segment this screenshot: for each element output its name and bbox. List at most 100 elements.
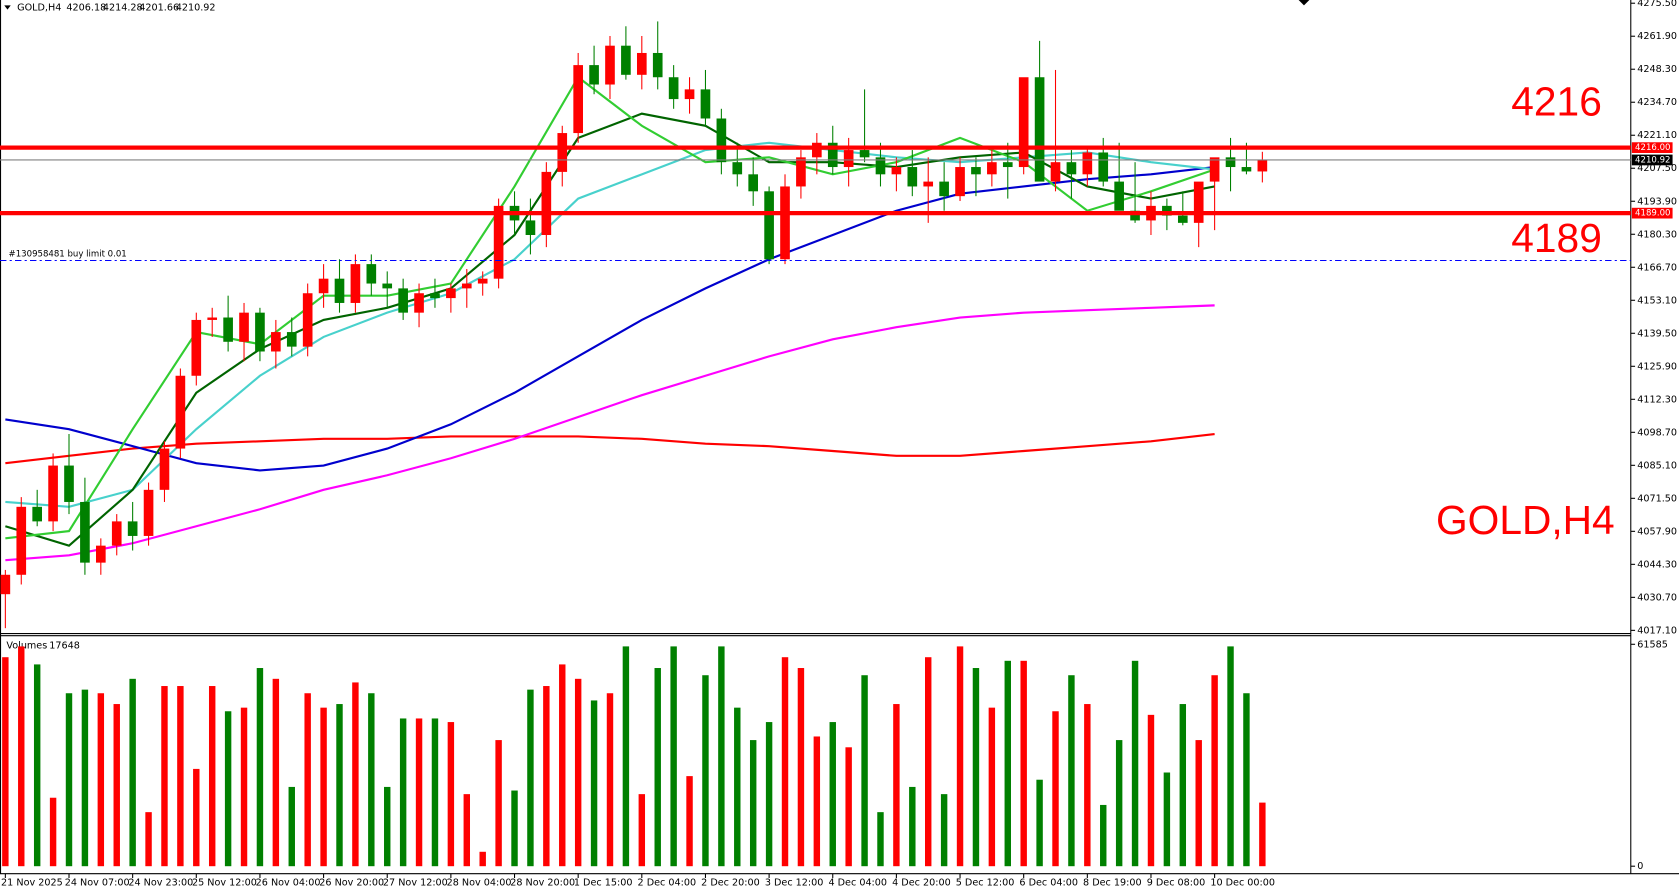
candle-body: [286, 332, 297, 347]
volume-bar: [113, 704, 120, 867]
candle-body: [525, 220, 536, 235]
x-tick-label: 4 Dec 20:00: [892, 877, 951, 888]
candle-body: [430, 293, 440, 299]
y-tick-label: 4030.70: [1637, 592, 1677, 603]
volume-bar: [288, 786, 295, 867]
volume-bar: [304, 693, 311, 867]
candle-body: [1209, 157, 1220, 182]
volume-bar: [431, 718, 439, 867]
candle-body: [684, 89, 695, 100]
x-tick-label: 6 Dec 04:00: [1019, 877, 1078, 888]
candle-body: [716, 118, 727, 163]
volume-bar: [1100, 804, 1107, 867]
candle-body: [271, 332, 281, 352]
y-tick-label: 4180.30: [1637, 229, 1677, 240]
volume-bar: [1195, 740, 1202, 867]
price-box: [1631, 154, 1673, 166]
volume-bar: [1131, 660, 1139, 867]
volume-bar: [177, 686, 184, 867]
candle-body: [318, 278, 329, 294]
x-tick-label: 8 Dec 19:00: [1083, 877, 1142, 888]
volume-bar: [845, 747, 852, 867]
candle-body: [96, 545, 106, 563]
volume-bar: [447, 722, 455, 867]
candle-body: [350, 264, 361, 303]
volume-bar: [988, 707, 996, 867]
moving-average: [5, 112, 1215, 547]
candle-body: [477, 278, 488, 284]
candle-body: [812, 142, 822, 158]
candle-body: [1082, 152, 1093, 175]
moving-average: [5, 304, 1215, 562]
volume-title: Volumes: [6, 640, 47, 651]
candle-body: [159, 448, 170, 490]
candle-body: [827, 142, 838, 168]
candle-body: [1241, 167, 1252, 172]
volume-bar: [193, 768, 200, 867]
candle-body: [1002, 162, 1013, 168]
candle-body: [764, 191, 774, 260]
candle-body: [48, 465, 58, 522]
candle-body: [223, 317, 233, 342]
candle-body: [1066, 162, 1077, 175]
volume-bar: [909, 786, 916, 867]
volume-bar: [1068, 675, 1075, 867]
volume-bar: [1211, 675, 1218, 867]
y-tick-label: 4071.50: [1637, 493, 1677, 504]
volume-bar: [1259, 802, 1266, 867]
volume-bar: [384, 786, 391, 867]
moving-average: [5, 432, 1215, 465]
level-annotation: 4189: [1511, 215, 1602, 261]
y-tick-label: 4017.10: [1637, 625, 1677, 636]
x-tick-label: 27 Nov 12:00: [383, 877, 448, 888]
candle-body: [111, 521, 122, 546]
volume-bar: [1004, 660, 1011, 867]
volume-bar: [479, 851, 486, 867]
candle-body: [700, 89, 711, 119]
candle-body: [461, 283, 472, 289]
volume-bar: [161, 686, 168, 867]
x-tick-label: 10 Dec 00:00: [1210, 877, 1275, 888]
candle-body: [1162, 205, 1172, 216]
candle-body: [748, 174, 759, 192]
volume-bar: [368, 693, 375, 867]
volume-bar: [33, 664, 41, 867]
menu-triangle[interactable]: [4, 5, 11, 10]
volume-bar: [559, 664, 566, 867]
candle-body: [1098, 152, 1109, 182]
volume-bar: [654, 668, 661, 867]
y-tick-label: 4139.50: [1637, 328, 1677, 339]
candle-body: [1050, 162, 1061, 182]
x-tick-label: 28 Nov 04:00: [447, 877, 512, 888]
volume-bar: [272, 678, 280, 867]
y-tick-label: 4221.10: [1637, 130, 1677, 141]
volume-bar: [1020, 660, 1027, 867]
volume-bar: [352, 682, 359, 867]
volume-bar: [49, 797, 57, 867]
volume-bar: [622, 646, 630, 867]
x-tick-label: 25 Nov 12:00: [192, 877, 257, 888]
candle-body: [923, 181, 934, 187]
volume-bar: [877, 812, 884, 867]
candle-body: [191, 319, 202, 376]
volume-bar: [97, 693, 105, 867]
candle-body: [64, 465, 74, 502]
y-tick-label: 4044.30: [1637, 559, 1677, 570]
candle-body: [239, 312, 249, 342]
volume-bar: [1147, 714, 1155, 867]
volume-bar: [749, 740, 757, 867]
ohlc-open: 4206.18: [66, 3, 106, 14]
volume-bar: [813, 736, 821, 867]
candle-body: [382, 283, 393, 289]
candle-body: [541, 171, 552, 235]
volume-bar: [590, 700, 598, 867]
candle-body: [255, 312, 265, 352]
x-tick-label: 3 Dec 12:00: [765, 877, 824, 888]
y-tick-label: 4098.70: [1637, 427, 1677, 438]
volume-bar: [718, 646, 725, 867]
candle-body: [1257, 159, 1268, 172]
candle-body: [668, 77, 679, 100]
level-box-label: 4189.00: [1635, 209, 1670, 219]
candle-body: [589, 65, 599, 85]
